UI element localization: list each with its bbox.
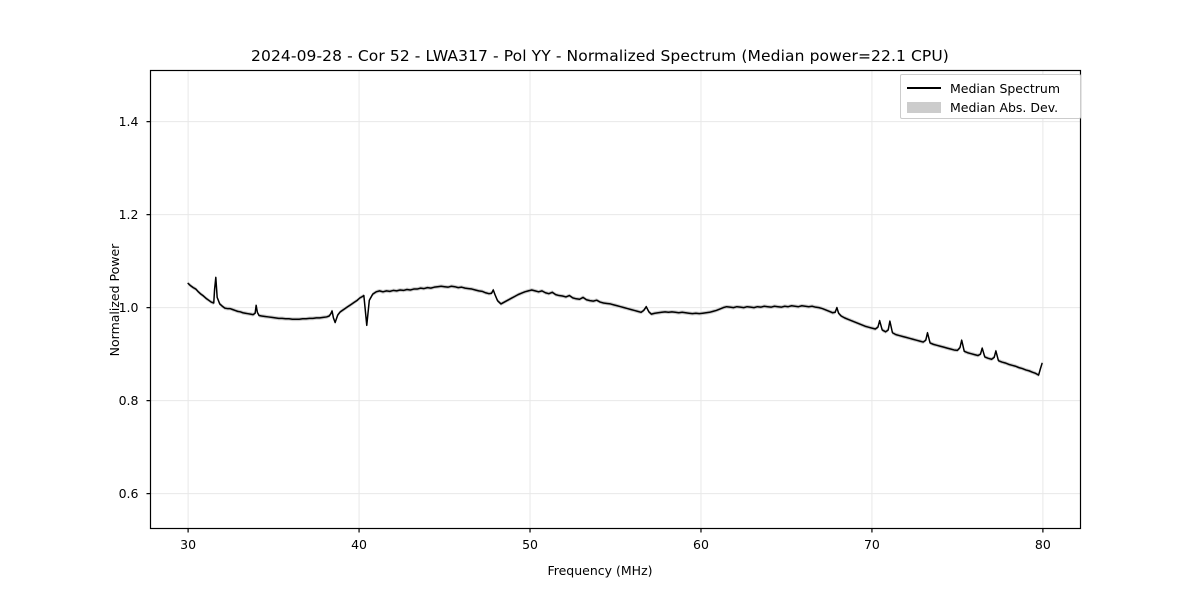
chart-legend[interactable]: Median Spectrum Median Abs. Dev. xyxy=(900,74,1081,119)
line-swatch-icon xyxy=(907,81,941,95)
y-axis-label: Normalized Power xyxy=(107,187,122,357)
x-tick-label: 40 xyxy=(351,536,368,552)
x-tick-label: 70 xyxy=(863,536,880,552)
legend-entry-median-abs-dev[interactable]: Median Abs. Dev. xyxy=(907,98,1074,116)
y-axis-label-text: Normalized Power xyxy=(107,243,122,357)
y-tick-label: 0.6 xyxy=(118,485,139,501)
x-tick-label: 80 xyxy=(1034,536,1051,552)
axis-ticks xyxy=(146,121,1044,533)
y-tick-label: 0.8 xyxy=(118,392,139,408)
y-tick-label: 1.2 xyxy=(118,206,139,222)
y-tick-label: 1.4 xyxy=(118,113,139,129)
mad-band xyxy=(188,275,1043,377)
axes-frame xyxy=(149,69,1082,530)
x-axis-label: Frequency (MHz) xyxy=(547,563,653,578)
grid-lines xyxy=(150,70,1081,529)
median-spectrum-path xyxy=(187,276,1043,376)
legend-label-median-abs-dev: Median Abs. Dev. xyxy=(950,99,1059,115)
y-tick-label: 1.0 xyxy=(118,299,139,315)
median-spectrum-line xyxy=(187,276,1043,376)
x-tick-label: 30 xyxy=(180,536,197,552)
patch-swatch-icon xyxy=(907,101,941,113)
legend-entry-median-spectrum[interactable]: Median Spectrum xyxy=(907,79,1074,97)
legend-label-median-spectrum: Median Spectrum xyxy=(950,80,1061,96)
x-tick-label: 60 xyxy=(693,536,709,552)
mad-band-area xyxy=(188,275,1043,377)
x-tick-label: 50 xyxy=(522,536,538,552)
chart-title: 2024-09-28 - Cor 52 - LWA317 - Pol YY - … xyxy=(251,47,949,65)
